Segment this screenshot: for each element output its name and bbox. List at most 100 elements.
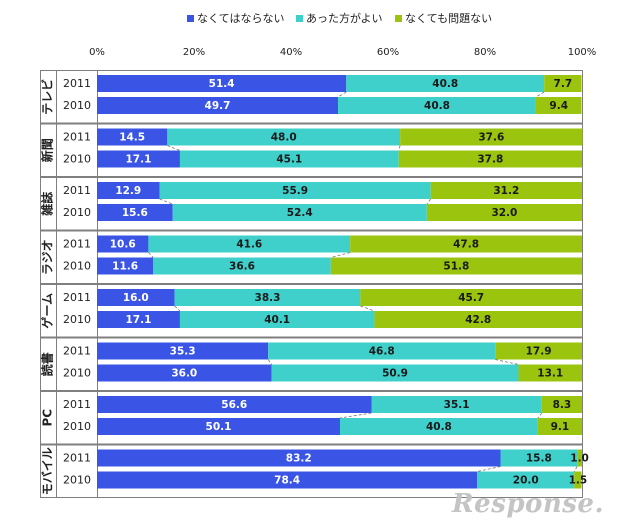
data-label: 15.6 [122,207,148,219]
data-label: 16.0 [123,292,149,304]
category-label: ラジオ [41,239,55,275]
bar-segment-1 [97,342,269,360]
data-label: 83.2 [286,453,312,465]
bar-segment-2 [179,311,375,328]
legend-label-1: なくてはならない [197,12,284,25]
category-label: PC [41,409,55,427]
category-label: 新聞 [40,138,55,162]
bar-segment-2 [174,289,361,306]
connector-lines [148,91,578,472]
bar-segment-2 [153,257,331,275]
bar-segment-2 [148,235,351,253]
category-label: モバイル [41,447,55,495]
data-label: 20.0 [513,475,539,487]
data-label: 55.9 [282,185,308,197]
data-label: 31.2 [493,185,519,197]
year-label: 2010 [63,367,91,380]
connector-line [148,252,154,258]
bar-segment-1 [97,204,173,221]
year-label: 2011 [63,238,91,251]
connector-line [495,359,519,365]
year-label: 2011 [63,131,91,144]
connector-line [174,305,181,312]
bar-segment-1 [97,364,272,382]
data-label: 40.8 [424,100,450,112]
category-label: テレビ [40,79,55,115]
data-label: 46.8 [369,346,395,358]
category-label: 読書 [40,352,55,376]
data-label: 49.7 [205,100,231,112]
bar-segment-2 [338,97,536,114]
data-label: 7.7 [554,78,573,90]
data-label: 9.4 [549,100,568,112]
bar-segment-3 [541,396,582,413]
connector-line [426,198,431,205]
legend-marker-2 [296,15,303,22]
bar-segment-1 [97,289,175,306]
bar-segment-1 [97,471,478,489]
data-label: 51.4 [209,78,235,90]
data-label: 14.5 [119,132,145,144]
bar-segment-1 [97,150,180,168]
bar-segment-2 [179,150,399,168]
data-label: 15.8 [526,453,552,465]
category-groups: テレビ 2011 2010 新聞 2011 2010 雑誌 2011 2010 ラジオ 2011 20… [40,70,583,498]
data-label: 56.6 [221,399,247,411]
bar-segment-3 [518,364,582,382]
bar-segment-3 [360,289,582,306]
connector-line [159,198,173,205]
x-tick-label: 60% [377,47,399,58]
data-label: 17.1 [126,154,152,166]
year-label: 2010 [63,474,91,487]
connector-line [337,91,347,98]
year-label: 2011 [63,77,91,90]
data-label: 11.6 [112,261,138,273]
data-label: 1.0 [570,453,589,465]
year-label: 2011 [63,184,91,197]
bar-segment-1 [97,97,339,114]
x-tick-label: 80% [474,47,496,58]
data-label: 45.1 [276,154,302,166]
data-label: 37.8 [477,154,503,166]
bar-segment-1 [97,235,149,253]
data-label: 36.6 [229,261,255,273]
data-label: 12.9 [115,185,141,197]
connector-line [398,145,401,151]
data-label: 40.8 [432,78,458,90]
bar-segment-3 [350,235,582,253]
data-label: 45.7 [458,292,484,304]
data-label: 36.0 [171,368,197,380]
data-label: 32.0 [491,207,517,219]
bar-segment-3 [544,75,582,92]
bar-segment-3 [374,311,582,328]
year-label: 2011 [63,291,91,304]
bar-segment-3 [537,418,582,435]
bar-segment-1 [97,257,154,275]
year-label: 2011 [63,452,91,465]
legend-marker-1 [187,15,194,22]
category-label: ゲーム [40,293,55,329]
bar-segment-3 [577,449,582,467]
bar-segment-2 [339,418,538,435]
data-label: 9.1 [551,421,570,433]
data-label: 41.6 [236,239,262,251]
data-label: 13.1 [537,368,563,380]
connector-line [360,305,375,312]
bar-segment-2 [268,342,496,360]
year-label: 2010 [63,206,91,219]
data-label: 50.9 [382,368,408,380]
connector-line [330,252,351,258]
data-label: 51.8 [443,261,469,273]
bar-segment-3 [495,342,582,360]
connector-line [537,412,543,419]
year-label: 2011 [63,398,91,411]
bar-segment-3 [430,182,582,199]
x-tick-labels: 0% 20% 40% 60% 80% 100% [89,47,596,58]
data-label: 1.5 [569,475,588,487]
bar-segment-2 [371,396,542,413]
bar-segment-2 [500,449,578,467]
data-label: 50.1 [206,421,232,433]
data-label: 48.0 [271,132,297,144]
bar-segment-1 [97,128,168,146]
